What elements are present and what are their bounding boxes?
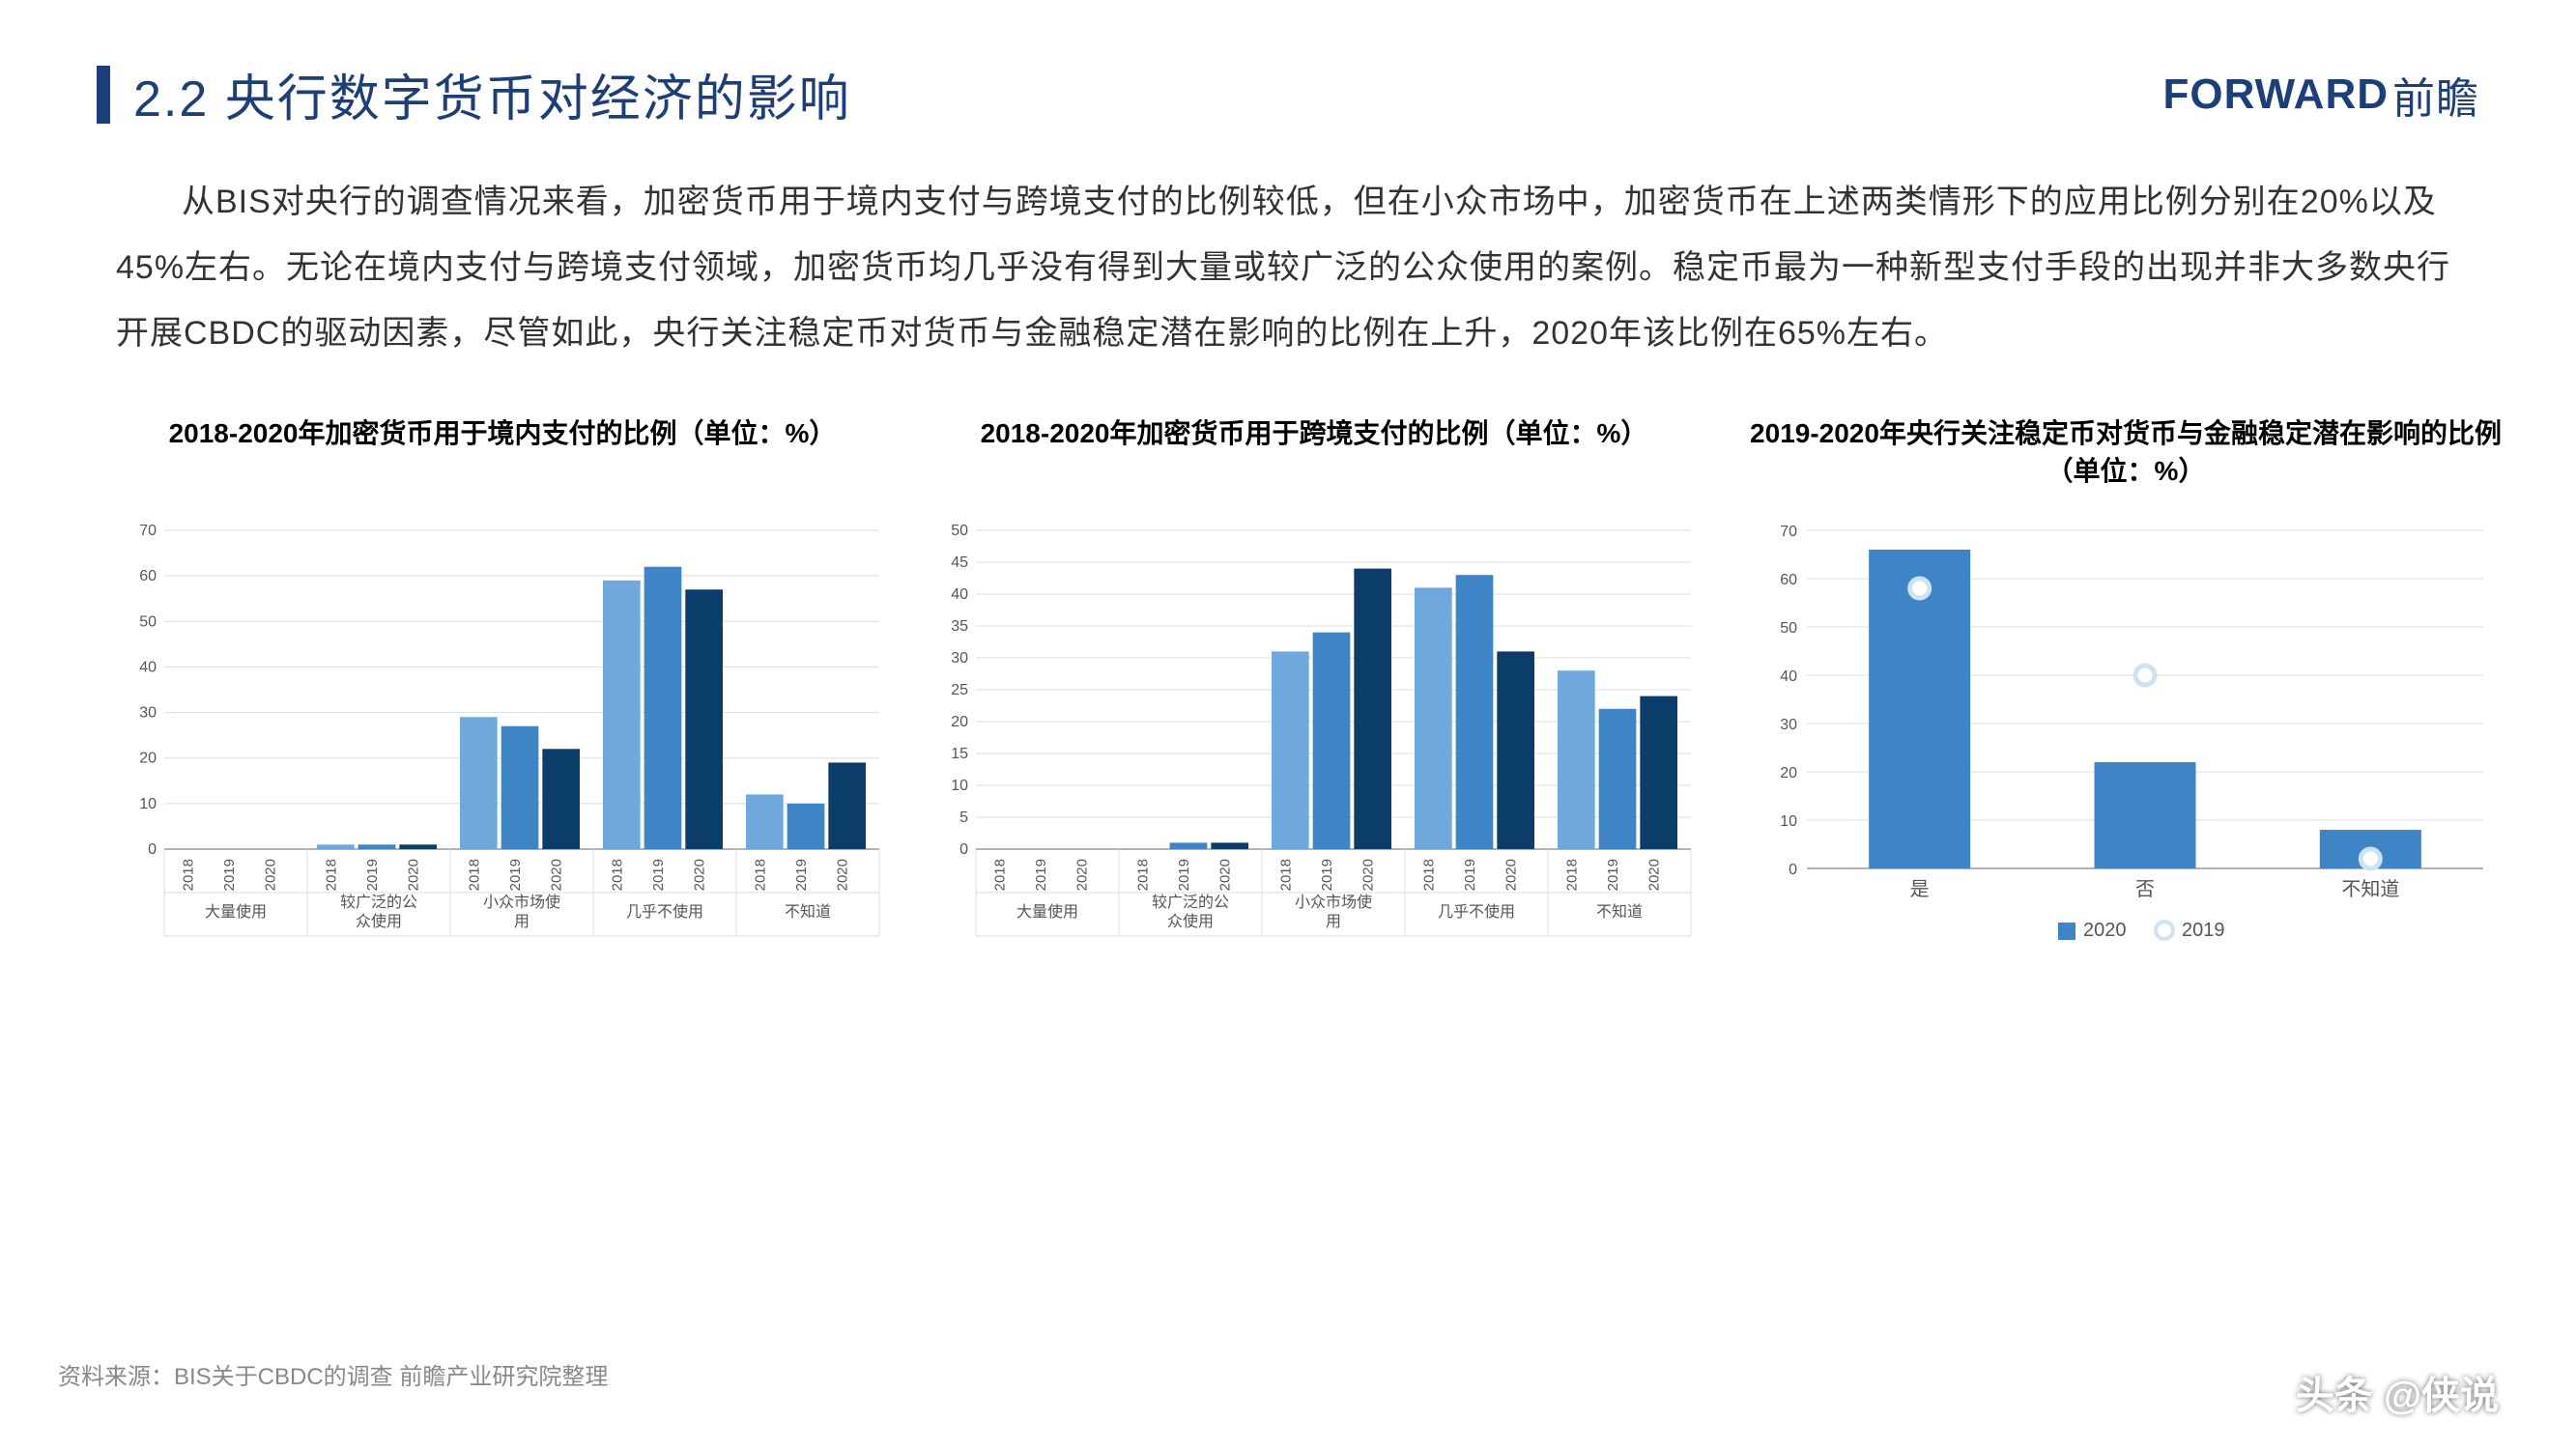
svg-text:2020: 2020 (549, 859, 565, 891)
svg-text:50: 50 (1780, 620, 1797, 637)
svg-text:2019: 2019 (1462, 859, 1478, 891)
svg-text:2020: 2020 (1646, 859, 1663, 891)
svg-text:2020: 2020 (1074, 859, 1091, 891)
svg-text:大量使用: 大量使用 (205, 903, 267, 921)
svg-text:2018: 2018 (180, 859, 196, 891)
svg-text:45: 45 (951, 554, 968, 571)
svg-text:2019: 2019 (793, 859, 810, 891)
svg-text:25: 25 (951, 682, 968, 698)
svg-text:15: 15 (951, 746, 968, 762)
svg-text:众使用: 众使用 (356, 913, 402, 930)
logo-en: FORWARD (2162, 71, 2389, 119)
svg-text:2020: 2020 (1503, 859, 1520, 891)
svg-text:2018: 2018 (1420, 859, 1437, 891)
svg-text:2018: 2018 (1277, 859, 1294, 891)
svg-text:35: 35 (951, 618, 968, 635)
title-label: 央行数字货币对经济的影响 (225, 71, 851, 128)
svg-text:2019: 2019 (1033, 859, 1049, 891)
svg-text:2020: 2020 (835, 859, 851, 891)
title-accent-bar (97, 66, 110, 124)
chart-stablecoin-focus: 2019-2020年央行关注稳定币对货币与金融稳定潜在影响的比例（单位：%） 0… (1739, 414, 2512, 970)
svg-text:几乎不使用: 几乎不使用 (626, 903, 703, 921)
svg-text:60: 60 (139, 568, 157, 584)
header: 2.2 央行数字货币对经济的影响 FORWARD前瞻 (97, 58, 2479, 130)
chart1-title: 2018-2020年加密货币用于境内支付的比例（单位：%） (116, 414, 889, 492)
svg-text:2018: 2018 (1134, 859, 1151, 891)
svg-text:用: 用 (514, 914, 530, 930)
section-number: 2.2 (133, 71, 209, 128)
svg-text:2019: 2019 (221, 859, 238, 891)
svg-text:较广泛的公: 较广泛的公 (1152, 894, 1229, 911)
svg-text:60: 60 (1780, 572, 1797, 588)
svg-text:5: 5 (959, 810, 968, 826)
svg-text:2020: 2020 (1360, 859, 1377, 891)
svg-text:2018: 2018 (609, 859, 625, 891)
chart-domestic-payment: 2018-2020年加密货币用于境内支付的比例（单位：%） 0 10 20 30 40 5… (116, 414, 889, 970)
charts-row: 2018-2020年加密货币用于境内支付的比例（单位：%） 0 10 20 30 40 5… (116, 414, 2460, 970)
svg-text:较广泛的公: 较广泛的公 (340, 894, 417, 911)
svg-text:众使用: 众使用 (1167, 913, 1214, 930)
svg-text:几乎不使用: 几乎不使用 (1438, 903, 1515, 921)
svg-text:70: 70 (139, 523, 157, 539)
svg-text:2019: 2019 (1605, 859, 1621, 891)
svg-text:50: 50 (139, 613, 157, 630)
svg-text:2019: 2019 (650, 859, 667, 891)
svg-text:2019: 2019 (2182, 920, 2225, 941)
svg-text:0: 0 (1789, 862, 1797, 878)
svg-text:小众市场使: 小众市场使 (1295, 894, 1372, 911)
svg-text:70: 70 (1780, 524, 1797, 540)
svg-text:20: 20 (1780, 765, 1797, 781)
svg-text:30: 30 (951, 650, 968, 667)
logo-cn: 前瞻 (2392, 64, 2479, 126)
svg-text:2018: 2018 (466, 859, 482, 891)
page-title: 2.2 央行数字货币对经济的影响 (133, 58, 851, 130)
svg-text:大量使用: 大量使用 (1016, 903, 1078, 921)
svg-text:是: 是 (1910, 879, 1930, 900)
svg-text:否: 否 (2135, 879, 2155, 900)
chart3-svg: 0 10 20 30 40 50 60 70 是 否 不知道 2020 2019 (1739, 521, 2512, 965)
chart-crossborder-payment: 2018-2020年加密货币用于跨境支付的比例（单位：%） 0 5 10 15 20 25… (928, 414, 1701, 970)
svg-text:40: 40 (1780, 668, 1797, 685)
svg-text:2019: 2019 (1319, 859, 1335, 891)
chart1-svg: 0 10 20 30 40 50 60 70 2018 2019 2020 大量使用 2018 2019 2… (116, 521, 889, 965)
chart3-title: 2019-2020年央行关注稳定币对货币与金融稳定潜在影响的比例（单位：%） (1739, 414, 2512, 492)
attribution: 头条 @侠说 (2296, 1364, 2499, 1420)
svg-text:2020: 2020 (2083, 920, 2127, 941)
svg-text:0: 0 (148, 841, 157, 858)
chart2-svg: 0 5 10 15 20 25 30 35 40 45 50 2018 2019 2020 大量使用 2018… (928, 521, 1701, 965)
svg-text:10: 10 (139, 796, 157, 812)
svg-text:2020: 2020 (692, 859, 708, 891)
svg-text:30: 30 (1780, 717, 1797, 733)
svg-text:20: 20 (139, 751, 157, 767)
svg-text:2020: 2020 (406, 859, 422, 891)
svg-text:2018: 2018 (1563, 859, 1580, 891)
title-group: 2.2 央行数字货币对经济的影响 (97, 58, 851, 130)
svg-text:2019: 2019 (507, 859, 524, 891)
svg-text:2020: 2020 (263, 859, 279, 891)
slide: 2.2 央行数字货币对经济的影响 FORWARD前瞻 从BIS对央行的调查情况来… (0, 0, 2576, 1449)
body-paragraph: 从BIS对央行的调查情况来看，加密货币用于境内支付与跨境支付的比例较低，但在小众… (116, 169, 2460, 366)
svg-text:2019: 2019 (364, 859, 381, 891)
svg-text:40: 40 (139, 659, 157, 675)
chart2-title: 2018-2020年加密货币用于跨境支付的比例（单位：%） (928, 414, 1701, 492)
svg-text:不知道: 不知道 (2341, 878, 2399, 900)
svg-text:2018: 2018 (323, 859, 339, 891)
svg-text:小众市场使: 小众市场使 (483, 894, 560, 911)
brand-logo: FORWARD前瞻 (2162, 64, 2479, 126)
svg-text:不知道: 不知道 (785, 903, 831, 921)
svg-text:用: 用 (1326, 914, 1341, 930)
svg-text:10: 10 (1780, 813, 1797, 830)
svg-text:10: 10 (951, 778, 968, 794)
svg-text:2020: 2020 (1217, 859, 1234, 891)
svg-text:2018: 2018 (752, 859, 768, 891)
svg-text:50: 50 (951, 523, 968, 539)
svg-text:2018: 2018 (991, 859, 1008, 891)
svg-text:40: 40 (951, 586, 968, 603)
svg-text:不知道: 不知道 (1596, 903, 1643, 921)
svg-text:20: 20 (951, 714, 968, 730)
svg-text:2019: 2019 (1176, 859, 1192, 891)
source-footer: 资料来源：BIS关于CBDC的调查 前瞻产业研究院整理 (58, 1357, 608, 1391)
svg-text:0: 0 (959, 841, 968, 858)
svg-text:30: 30 (139, 705, 157, 722)
